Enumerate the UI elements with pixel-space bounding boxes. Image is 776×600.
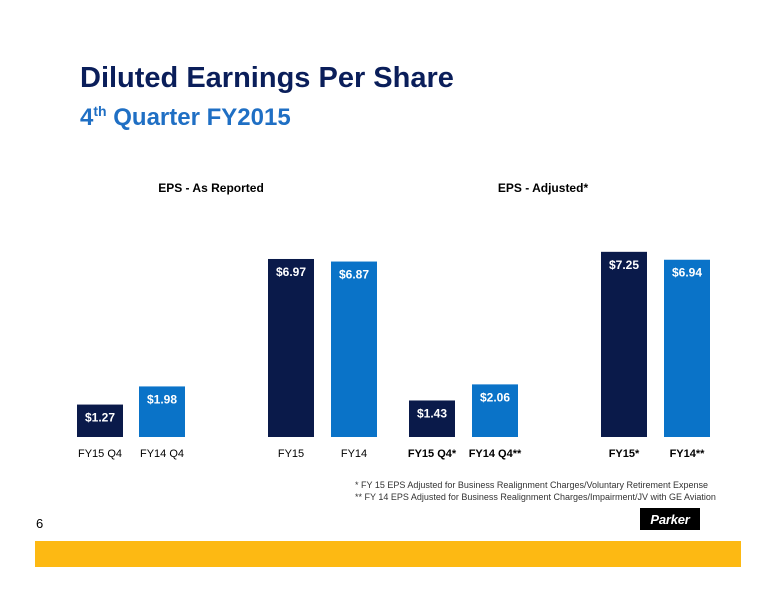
category-label: FY14** — [670, 448, 706, 460]
data-label: $1.43 — [417, 406, 447, 420]
data-label: $1.98 — [147, 392, 177, 406]
parker-logo: Parker — [640, 508, 700, 530]
category-label: FY15 Q4 — [78, 448, 122, 460]
bar — [664, 259, 710, 437]
category-label: FY15 Q4* — [408, 448, 457, 460]
category-label: FY14 Q4 — [140, 448, 184, 460]
subtitle-number: 4 — [80, 104, 94, 131]
page-number: 6 — [36, 516, 44, 531]
category-label: FY14 Q4** — [469, 448, 522, 460]
category-label: FY15* — [609, 448, 640, 460]
footer-band — [35, 541, 741, 567]
data-label: $2.06 — [480, 390, 510, 404]
data-label: $6.97 — [276, 265, 306, 279]
footnotes: * FY 15 EPS Adjusted for Business Realig… — [355, 479, 716, 503]
chart-title: EPS - Adjusted* — [498, 181, 589, 195]
subtitle-superscript: th — [93, 103, 107, 119]
data-label: $6.87 — [339, 268, 369, 282]
bar — [601, 251, 647, 437]
data-label: $7.25 — [609, 258, 639, 272]
bar — [77, 404, 123, 437]
slide-subtitle: 4th Quarter FY2015 — [80, 103, 291, 132]
bar — [268, 258, 314, 437]
bar — [139, 386, 185, 437]
data-label: $1.27 — [85, 411, 115, 425]
subtitle-text: Quarter FY2015 — [106, 104, 291, 131]
data-label: $6.94 — [672, 266, 702, 280]
slide-title: Diluted Earnings Per Share — [80, 62, 454, 94]
footnote-fy14: ** FY 14 EPS Adjusted for Business Reali… — [355, 492, 716, 502]
bar — [331, 261, 377, 437]
footnote-fy15: * FY 15 EPS Adjusted for Business Realig… — [355, 480, 709, 490]
chart-title: EPS - As Reported — [158, 181, 264, 195]
bar — [409, 400, 455, 437]
category-label: FY14 — [341, 448, 367, 460]
category-label: FY15 — [278, 448, 304, 460]
bar — [472, 384, 518, 437]
